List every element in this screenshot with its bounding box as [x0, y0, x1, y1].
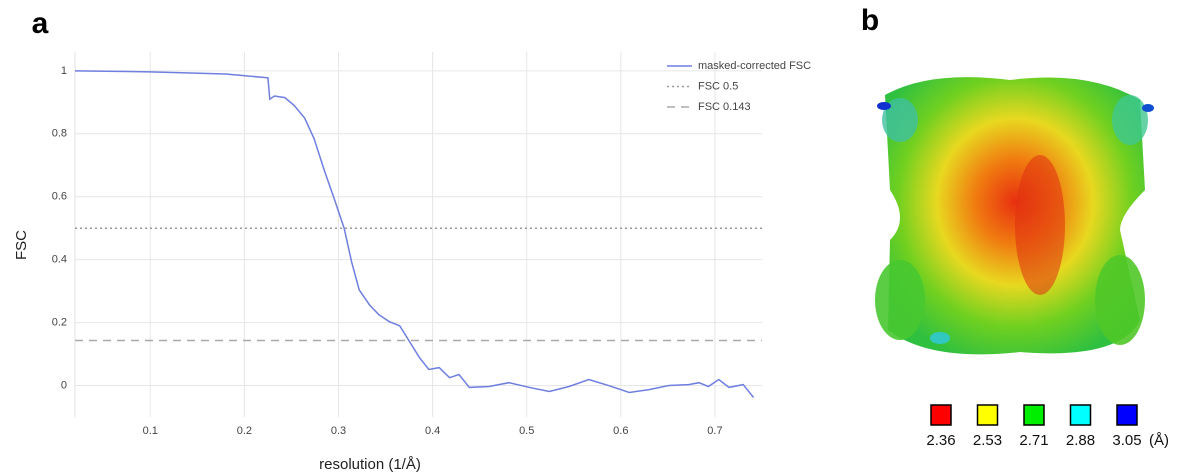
- x-tick-label: 0.6: [613, 425, 628, 437]
- y-tick-label: 0.8: [52, 128, 67, 140]
- legend-label: masked-corrected FSC: [698, 60, 811, 72]
- panel-label: b: [861, 4, 879, 37]
- x-tick-label: 0.3: [331, 425, 346, 437]
- y-tick-label: 1: [61, 65, 67, 77]
- color-value: 2.53: [973, 432, 1002, 449]
- x-axis-title: resolution (1/Å): [319, 456, 421, 473]
- color-swatch: [978, 405, 998, 425]
- x-tick-label: 0.5: [519, 425, 534, 437]
- x-tick-label: 0.4: [425, 425, 440, 437]
- fsc-line: [75, 71, 754, 398]
- y-tick-label: 0: [61, 379, 67, 391]
- color-value: 2.71: [1019, 432, 1048, 449]
- density-map: [875, 77, 1154, 354]
- color-swatch: [1117, 405, 1137, 425]
- x-tick-label: 0.2: [237, 425, 252, 437]
- legend-label: FSC 0.5: [698, 80, 738, 92]
- x-tick-label: 0.7: [707, 425, 722, 437]
- unit-label: (Å): [1149, 432, 1169, 449]
- y-axis-title: FSC: [13, 230, 30, 260]
- figure: a b resolution (1/Å) FSC 0.1 0.2 0.3 0.4 0.5…: [0, 0, 1177, 476]
- color-value: 2.36: [926, 432, 955, 449]
- color-swatch: [931, 405, 951, 425]
- y-tick-label: 0.6: [52, 191, 67, 203]
- color-swatch: [1024, 405, 1044, 425]
- panel-label: a: [32, 7, 49, 40]
- color-swatch: [1071, 405, 1091, 425]
- color-value: 3.05: [1112, 432, 1141, 449]
- legend-label: FSC 0.143: [698, 101, 751, 113]
- y-tick-label: 0.2: [52, 317, 67, 329]
- color-value: 2.88: [1066, 432, 1095, 449]
- y-tick-label: 0.4: [52, 254, 67, 266]
- x-tick-label: 0.1: [143, 425, 158, 437]
